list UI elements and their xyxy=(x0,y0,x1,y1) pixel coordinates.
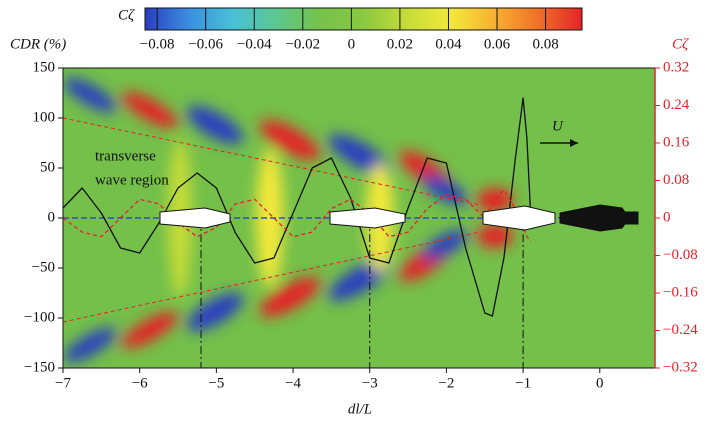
colorbar-tick-label: −0.06 xyxy=(188,36,223,52)
y-tick-label: −50 xyxy=(32,259,55,275)
y2-tick-label: 0 xyxy=(663,209,671,225)
colorbar xyxy=(144,7,583,31)
y-tick-label: −150 xyxy=(24,359,55,375)
colorbar-tick-label: 0.08 xyxy=(532,36,558,52)
contour-field xyxy=(63,77,513,363)
y2-tick-label: −0.32 xyxy=(663,359,698,375)
y-tick-label: 0 xyxy=(48,209,56,225)
x-tick-label: −3 xyxy=(362,375,378,391)
y2-tick-label: 0.32 xyxy=(663,59,689,75)
y-tick-label: 150 xyxy=(33,59,56,75)
colorbar-tick-label: 0 xyxy=(348,36,356,52)
annotation: U xyxy=(552,118,564,134)
y2-tick-label: 0.08 xyxy=(663,172,689,188)
series-line xyxy=(62,189,532,242)
colorbar-tick-label: 0.04 xyxy=(435,36,462,52)
y2-tick-label: 0.24 xyxy=(663,97,690,113)
y2-tick-label: −0.16 xyxy=(663,284,698,300)
x-tick-label: 0 xyxy=(596,375,604,391)
y-tick-label: 100 xyxy=(33,109,56,125)
x-tick-label: −1 xyxy=(515,375,531,391)
x-tick-label: −6 xyxy=(132,375,148,391)
x-tick-label: −4 xyxy=(285,375,301,391)
colorbar-tick-label: −0.04 xyxy=(237,36,272,52)
x-axis-label: dl/L xyxy=(348,401,372,417)
x-tick-label: −5 xyxy=(208,375,224,391)
y-axis-label: CDR (%) xyxy=(10,36,66,52)
colorbar-tick-label: −0.02 xyxy=(285,36,320,52)
colorbar-tick-label: 0.06 xyxy=(484,36,511,52)
series-line xyxy=(62,97,532,317)
annotation: transverse xyxy=(95,148,156,164)
y-tick-label: −100 xyxy=(24,309,55,325)
y2-tick-label: 0.16 xyxy=(663,134,690,150)
y2-tick-label: −0.24 xyxy=(663,322,698,338)
annotation: wave region xyxy=(95,172,169,188)
y-tick-label: 50 xyxy=(40,159,55,175)
marks xyxy=(62,97,532,368)
flow-arrow-head xyxy=(570,139,578,147)
y2-axis-label: Cζ xyxy=(672,36,689,52)
wake-edge xyxy=(62,231,481,323)
colorbar-tick-label: 0.02 xyxy=(387,36,413,52)
colorbar-tick-label: −0.08 xyxy=(140,36,175,52)
hulls xyxy=(159,204,639,232)
y2-tick-label: −0.08 xyxy=(663,247,698,263)
wake-edge xyxy=(62,117,481,206)
x-tick-label: −7 xyxy=(55,375,71,391)
x-tick-label: −2 xyxy=(438,375,454,391)
colorbar-label: Cζ xyxy=(118,7,135,23)
